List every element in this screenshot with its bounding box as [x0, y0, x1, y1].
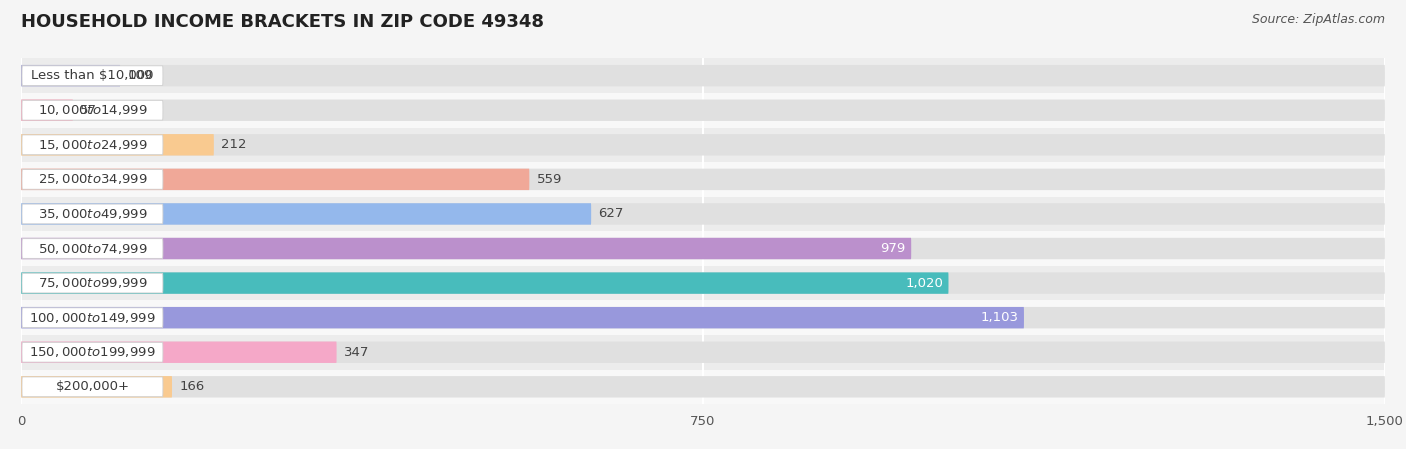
Bar [21, 93, 1385, 128]
Text: $200,000+: $200,000+ [55, 380, 129, 393]
Text: $150,000 to $199,999: $150,000 to $199,999 [30, 345, 156, 359]
Text: $35,000 to $49,999: $35,000 to $49,999 [38, 207, 148, 221]
Text: $15,000 to $24,999: $15,000 to $24,999 [38, 138, 148, 152]
Bar [21, 162, 1385, 197]
Text: 1,103: 1,103 [980, 311, 1018, 324]
Bar [21, 58, 1385, 93]
FancyBboxPatch shape [21, 100, 73, 121]
Text: 559: 559 [537, 173, 562, 186]
FancyBboxPatch shape [21, 307, 1385, 328]
Text: 1,020: 1,020 [905, 277, 943, 290]
FancyBboxPatch shape [21, 203, 591, 224]
Bar [21, 197, 1385, 231]
FancyBboxPatch shape [22, 101, 163, 120]
Bar [21, 335, 1385, 370]
Bar [21, 370, 1385, 404]
FancyBboxPatch shape [21, 169, 1385, 190]
Text: 627: 627 [599, 207, 624, 220]
FancyBboxPatch shape [21, 238, 1385, 259]
FancyBboxPatch shape [22, 308, 163, 327]
Text: $25,000 to $34,999: $25,000 to $34,999 [38, 172, 148, 186]
Text: 166: 166 [180, 380, 204, 393]
FancyBboxPatch shape [22, 273, 163, 293]
FancyBboxPatch shape [22, 66, 163, 85]
FancyBboxPatch shape [21, 273, 949, 294]
FancyBboxPatch shape [21, 203, 1385, 224]
FancyBboxPatch shape [21, 169, 529, 190]
Text: $50,000 to $74,999: $50,000 to $74,999 [38, 242, 148, 255]
Text: Less than $10,000: Less than $10,000 [31, 69, 153, 82]
Text: $10,000 to $14,999: $10,000 to $14,999 [38, 103, 148, 117]
FancyBboxPatch shape [21, 342, 336, 363]
Bar [21, 300, 1385, 335]
Text: 347: 347 [344, 346, 370, 359]
Text: 979: 979 [880, 242, 905, 255]
Text: 212: 212 [221, 138, 246, 151]
FancyBboxPatch shape [21, 134, 1385, 155]
FancyBboxPatch shape [22, 204, 163, 224]
Text: HOUSEHOLD INCOME BRACKETS IN ZIP CODE 49348: HOUSEHOLD INCOME BRACKETS IN ZIP CODE 49… [21, 13, 544, 31]
FancyBboxPatch shape [21, 65, 120, 86]
FancyBboxPatch shape [21, 238, 911, 259]
FancyBboxPatch shape [21, 376, 1385, 397]
Text: 109: 109 [128, 69, 153, 82]
FancyBboxPatch shape [21, 307, 1024, 328]
Bar [21, 231, 1385, 266]
FancyBboxPatch shape [22, 343, 163, 362]
FancyBboxPatch shape [21, 342, 1385, 363]
FancyBboxPatch shape [22, 377, 163, 396]
Text: $100,000 to $149,999: $100,000 to $149,999 [30, 311, 156, 325]
Text: Source: ZipAtlas.com: Source: ZipAtlas.com [1251, 13, 1385, 26]
Bar [21, 128, 1385, 162]
FancyBboxPatch shape [21, 273, 1385, 294]
FancyBboxPatch shape [21, 376, 172, 397]
FancyBboxPatch shape [22, 239, 163, 258]
FancyBboxPatch shape [21, 100, 1385, 121]
FancyBboxPatch shape [22, 135, 163, 154]
Text: 57: 57 [80, 104, 97, 117]
Bar [21, 266, 1385, 300]
FancyBboxPatch shape [22, 170, 163, 189]
FancyBboxPatch shape [21, 134, 214, 155]
FancyBboxPatch shape [21, 65, 1385, 86]
Text: $75,000 to $99,999: $75,000 to $99,999 [38, 276, 148, 290]
